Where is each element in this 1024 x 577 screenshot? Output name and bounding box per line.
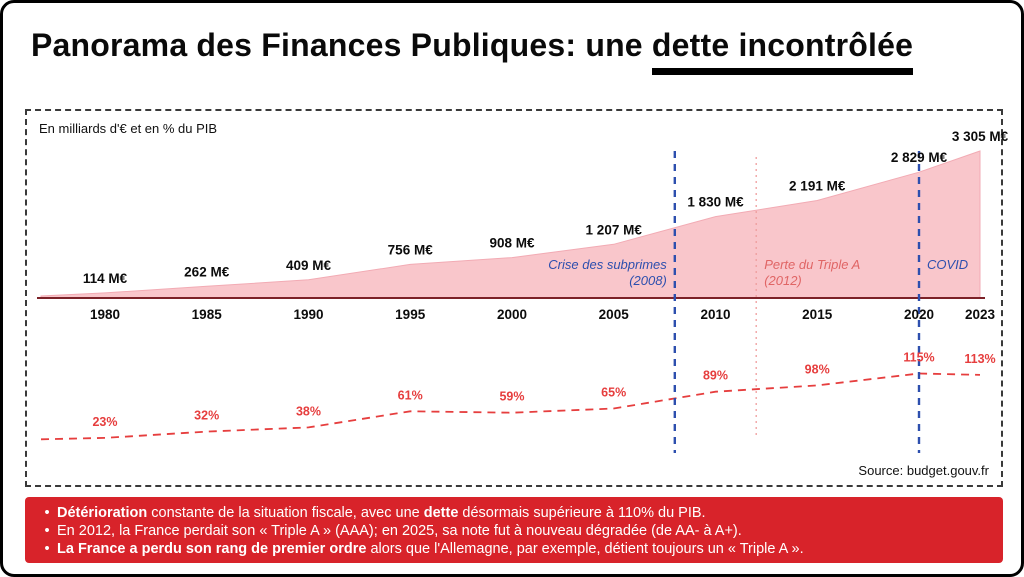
banner-bullet: • La France a perdu son rang de premier o…: [37, 540, 987, 558]
pct-label: 65%: [601, 386, 626, 400]
debt-value-label: 2 829 M€: [891, 150, 948, 165]
year-label: 1985: [192, 307, 223, 322]
event-label-2008: (2008): [629, 273, 667, 288]
title-text: Panorama des Finances Publiques: une: [31, 27, 652, 63]
debt-value-label: 409 M€: [286, 258, 332, 273]
bullet-dot: •: [44, 505, 50, 521]
debt-value-label: 1 207 M€: [586, 222, 643, 237]
banner-bullet: • Détérioration constante de la situation…: [37, 504, 987, 522]
banner-bullet: • En 2012, la France perdait son « Triple…: [37, 522, 987, 540]
debt-chart: Crise des subprimes(2008) Perte du Triple…: [37, 129, 1009, 453]
chart-panel: Crise des subprimes (2008) Perte du Triple…: [25, 109, 1009, 487]
debt-value-label: 262 M€: [184, 264, 230, 279]
debt-area: [40, 150, 981, 299]
bullet-text: En 2012, la France perdait son « Triple …: [57, 523, 742, 540]
debt-value-label: 756 M€: [388, 242, 434, 257]
pct-label: 89%: [703, 369, 728, 383]
page-title: Panorama des Finances Publiques: une det…: [31, 27, 914, 75]
debt-value-label: 3 305 M€: [952, 129, 1009, 144]
bullet-dot: •: [44, 541, 50, 558]
year-label: 2005: [599, 307, 630, 322]
chart-source: Source: budget.gouv.fr: [858, 463, 989, 478]
year-label: 2020: [904, 307, 934, 322]
event-label-2012: (2012): [764, 273, 802, 288]
pct-label: 115%: [903, 351, 934, 365]
year-label: 2023: [965, 307, 996, 322]
debt-value-label: 114 M€: [83, 271, 128, 286]
chart-unit-label: En milliards d'€ et en % du PIB: [39, 121, 218, 136]
bullet-text: Détérioration constante de la situation …: [57, 505, 706, 521]
pct-label: 98%: [805, 362, 830, 376]
pct-label: 61%: [398, 388, 423, 402]
pct-label: 32%: [194, 409, 219, 423]
year-label: 2010: [700, 307, 730, 322]
year-label: 2000: [497, 307, 527, 322]
pct-of-gdp-line: [40, 372, 981, 441]
pct-label: 59%: [499, 390, 524, 404]
event-label-2012: Perte du Triple A: [764, 257, 860, 272]
title-underlined-text: dette incontrôlée: [651, 27, 914, 75]
pct-label: 38%: [296, 404, 321, 418]
pct-label: 23%: [92, 415, 117, 429]
debt-value-label: 1 830 M€: [687, 195, 744, 210]
event-label-2020: COVID: [927, 257, 968, 272]
debt-value-label: 908 M€: [489, 236, 535, 251]
bullet-text: La France a perdu son rang de premier or…: [57, 541, 804, 558]
year-label: 1980: [90, 307, 120, 322]
pct-label: 113%: [964, 352, 995, 366]
year-label: 1995: [395, 307, 426, 322]
year-label: 1990: [293, 307, 323, 322]
bullet-dot: •: [44, 523, 50, 540]
event-label-2008: Crise des subprimes: [548, 257, 667, 272]
info-banner: • Détérioration constante de la situation…: [25, 497, 1003, 563]
debt-value-label: 2 191 M€: [789, 179, 846, 194]
year-label: 2015: [802, 307, 833, 322]
